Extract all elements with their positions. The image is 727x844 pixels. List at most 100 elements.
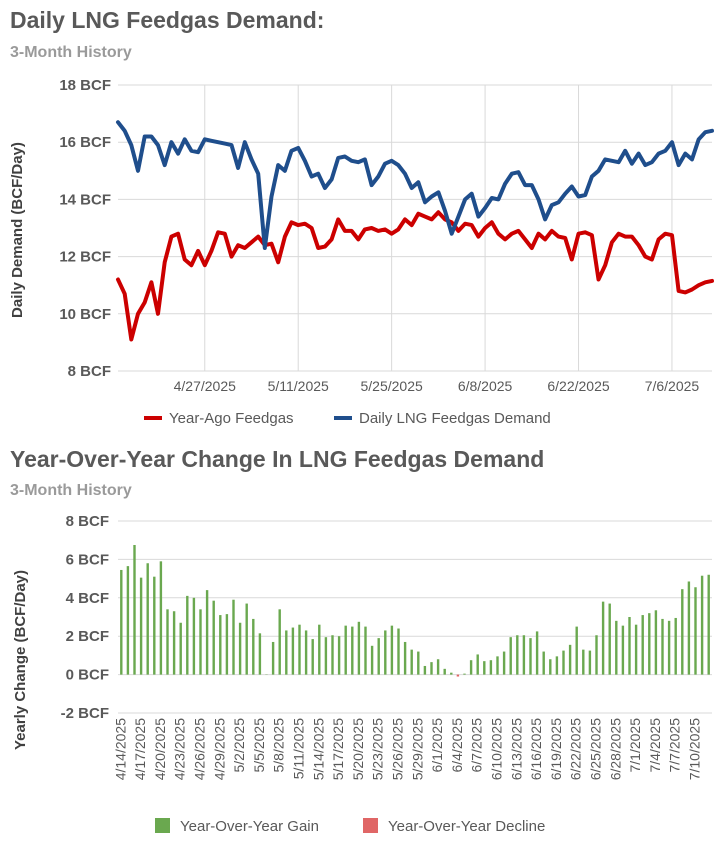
chart2-title: Year-Over-Year Change In LNG Feedgas Dem… (10, 446, 544, 472)
chart2-x-tick-label: 7/7/2025 (667, 718, 683, 773)
yoy-gain-bar (357, 621, 361, 675)
chart1-x-tick-label: 5/11/2025 (268, 378, 329, 394)
chart2-x-tick-label: 6/4/2025 (449, 718, 465, 773)
yoy-gain-bar (496, 656, 499, 675)
yoy-gain-bar (126, 566, 130, 675)
yoy-gain-bar (133, 545, 136, 675)
yoy-gain-bar (450, 672, 453, 675)
yoy-gain-bar (436, 659, 440, 675)
legend2-swatch (155, 818, 170, 833)
legend1-swatch (144, 416, 162, 420)
yoy-gain-bar (687, 581, 691, 675)
chart1-y-tick-label: 10 BCF (59, 306, 111, 323)
yoy-gain-bar (291, 627, 295, 675)
yoy-gain-bar (549, 659, 552, 675)
chart1-y-ticks: 8 BCF 10 BCF 12 BCF 14 BCF 16 BCF 18 BCF (59, 77, 111, 380)
chart1-x-tick-label: 5/25/2025 (360, 378, 422, 394)
yoy-gain-bar (694, 587, 697, 675)
yoy-gain-bar (588, 650, 592, 675)
chart1-x-tick-label: 4/27/2025 (174, 378, 236, 394)
yoy-gain-bar (364, 626, 367, 675)
chart2-x-tick-label: 5/5/2025 (251, 718, 267, 773)
yoy-gain-bar (337, 636, 341, 675)
yoy-gain-bar (542, 651, 545, 675)
chart2-x-tick-label: 6/13/2025 (508, 718, 524, 780)
chart2-y-axis-label: Yearly Change (BCF/Day) (12, 570, 29, 750)
yoy-gain-bar (516, 635, 519, 675)
yoy-gain-bar (186, 595, 189, 675)
chart2-x-tick-label: 5/29/2025 (409, 718, 425, 780)
chart2-subtitle: 3-Month History (10, 482, 132, 499)
yoy-gain-bar (575, 626, 578, 675)
chart2-x-tick-label: 6/19/2025 (548, 718, 564, 780)
chart2-x-tick-label: 6/25/2025 (588, 718, 604, 780)
chart1-x-tick-label: 6/8/2025 (458, 378, 513, 394)
legend1-label: Daily LNG Feedgas Demand (359, 410, 551, 427)
yoy-gain-bar (423, 665, 427, 675)
yoy-gain-bar (417, 651, 420, 675)
chart2-x-ticks: 4/14/2025 4/17/2025 4/20/2025 4/23/2025 4/26… (112, 718, 702, 781)
chart2-x-tick-label: 6/16/2025 (528, 718, 544, 780)
chart2-y-tick-label: 8 BCF (66, 513, 109, 530)
daily-feedgas-demand-line (116, 120, 714, 250)
yoy-gain-bar (252, 618, 255, 675)
chart1-x-tick-label: 6/22/2025 (547, 378, 609, 394)
yoy-gain-bar (522, 635, 526, 675)
yoy-gain-bar (562, 650, 565, 675)
yoy-gain-bar (615, 620, 618, 675)
yoy-gain-bar (667, 620, 671, 675)
yoy-gain-bar (192, 597, 196, 675)
chart2-x-tick-label: 6/10/2025 (489, 718, 505, 780)
chart2-x-tick-label: 4/23/2025 (172, 718, 188, 780)
chart2-x-tick-label: 5/11/2025 (291, 718, 307, 779)
chart2-x-tick-label: 4/26/2025 (192, 718, 208, 780)
chart2-gridlines (118, 520, 712, 714)
year-ago-feedgas-line (116, 210, 714, 342)
chart2-x-tick-label: 5/8/2025 (271, 718, 287, 773)
yoy-gain-bar (628, 617, 631, 675)
chart2-legend: Year-Over-Year Gain Year-Over-Year Declin… (155, 818, 545, 835)
chart2-x-tick-label: 6/28/2025 (607, 718, 623, 780)
yoy-gain-bar (648, 613, 651, 675)
yoy-gain-bar (707, 574, 710, 675)
chart1-series (116, 120, 714, 342)
legend1-label: Year-Ago Feedgas (169, 410, 294, 427)
yoy-decline-bar (456, 674, 460, 677)
chart2-y-axis-label-group: Yearly Change (BCF/Day) (12, 570, 29, 750)
yoy-gain-bar (271, 641, 275, 675)
legend2-swatch (363, 818, 378, 833)
yoy-gain-bar (120, 569, 123, 675)
legend1-swatch (334, 416, 352, 420)
chart2-y-tick-label: -2 BCF (61, 705, 109, 722)
chart2-x-tick-label: 4/29/2025 (211, 718, 227, 780)
yoy-gain-bar (535, 631, 539, 675)
chart2-x-tick-label: 5/23/2025 (370, 718, 386, 780)
yoy-gain-bar (674, 617, 677, 675)
yoy-gain-bar (351, 626, 354, 675)
yoy-gain-bar (390, 625, 394, 675)
yoy-gain-bar (377, 638, 380, 675)
yoy-gain-bar (483, 661, 486, 675)
yoy-gain-bar (469, 660, 473, 675)
yoy-gain-bar (443, 668, 446, 675)
yoy-gain-bar (146, 563, 149, 675)
yoy-gain-bar (370, 645, 374, 675)
chart2-x-tick-label: 6/22/2025 (568, 718, 584, 780)
yoy-gain-bar (661, 618, 664, 675)
yoy-gain-bar (476, 654, 479, 675)
yoy-gain-bar (397, 628, 400, 675)
chart2-x-tick-label: 5/14/2025 (310, 718, 326, 780)
yoy-gain-bar (304, 630, 308, 675)
yoy-gain-bar (166, 609, 169, 675)
chart2-x-tick-label: 4/14/2025 (112, 718, 128, 780)
yoy-gain-bar (179, 622, 182, 675)
yoy-gain-bar (509, 637, 512, 675)
yoy-gain-bar (595, 635, 598, 675)
yoy-gain-bar (159, 561, 163, 675)
yoy-gain-bar (621, 625, 625, 675)
chart1-y-axis-label-group: Daily Demand (BCF/Day) (9, 142, 26, 318)
yoy-gain-bar (344, 625, 347, 675)
chart1-y-tick-label: 18 BCF (59, 77, 111, 94)
yoy-gain-bar (502, 651, 506, 675)
